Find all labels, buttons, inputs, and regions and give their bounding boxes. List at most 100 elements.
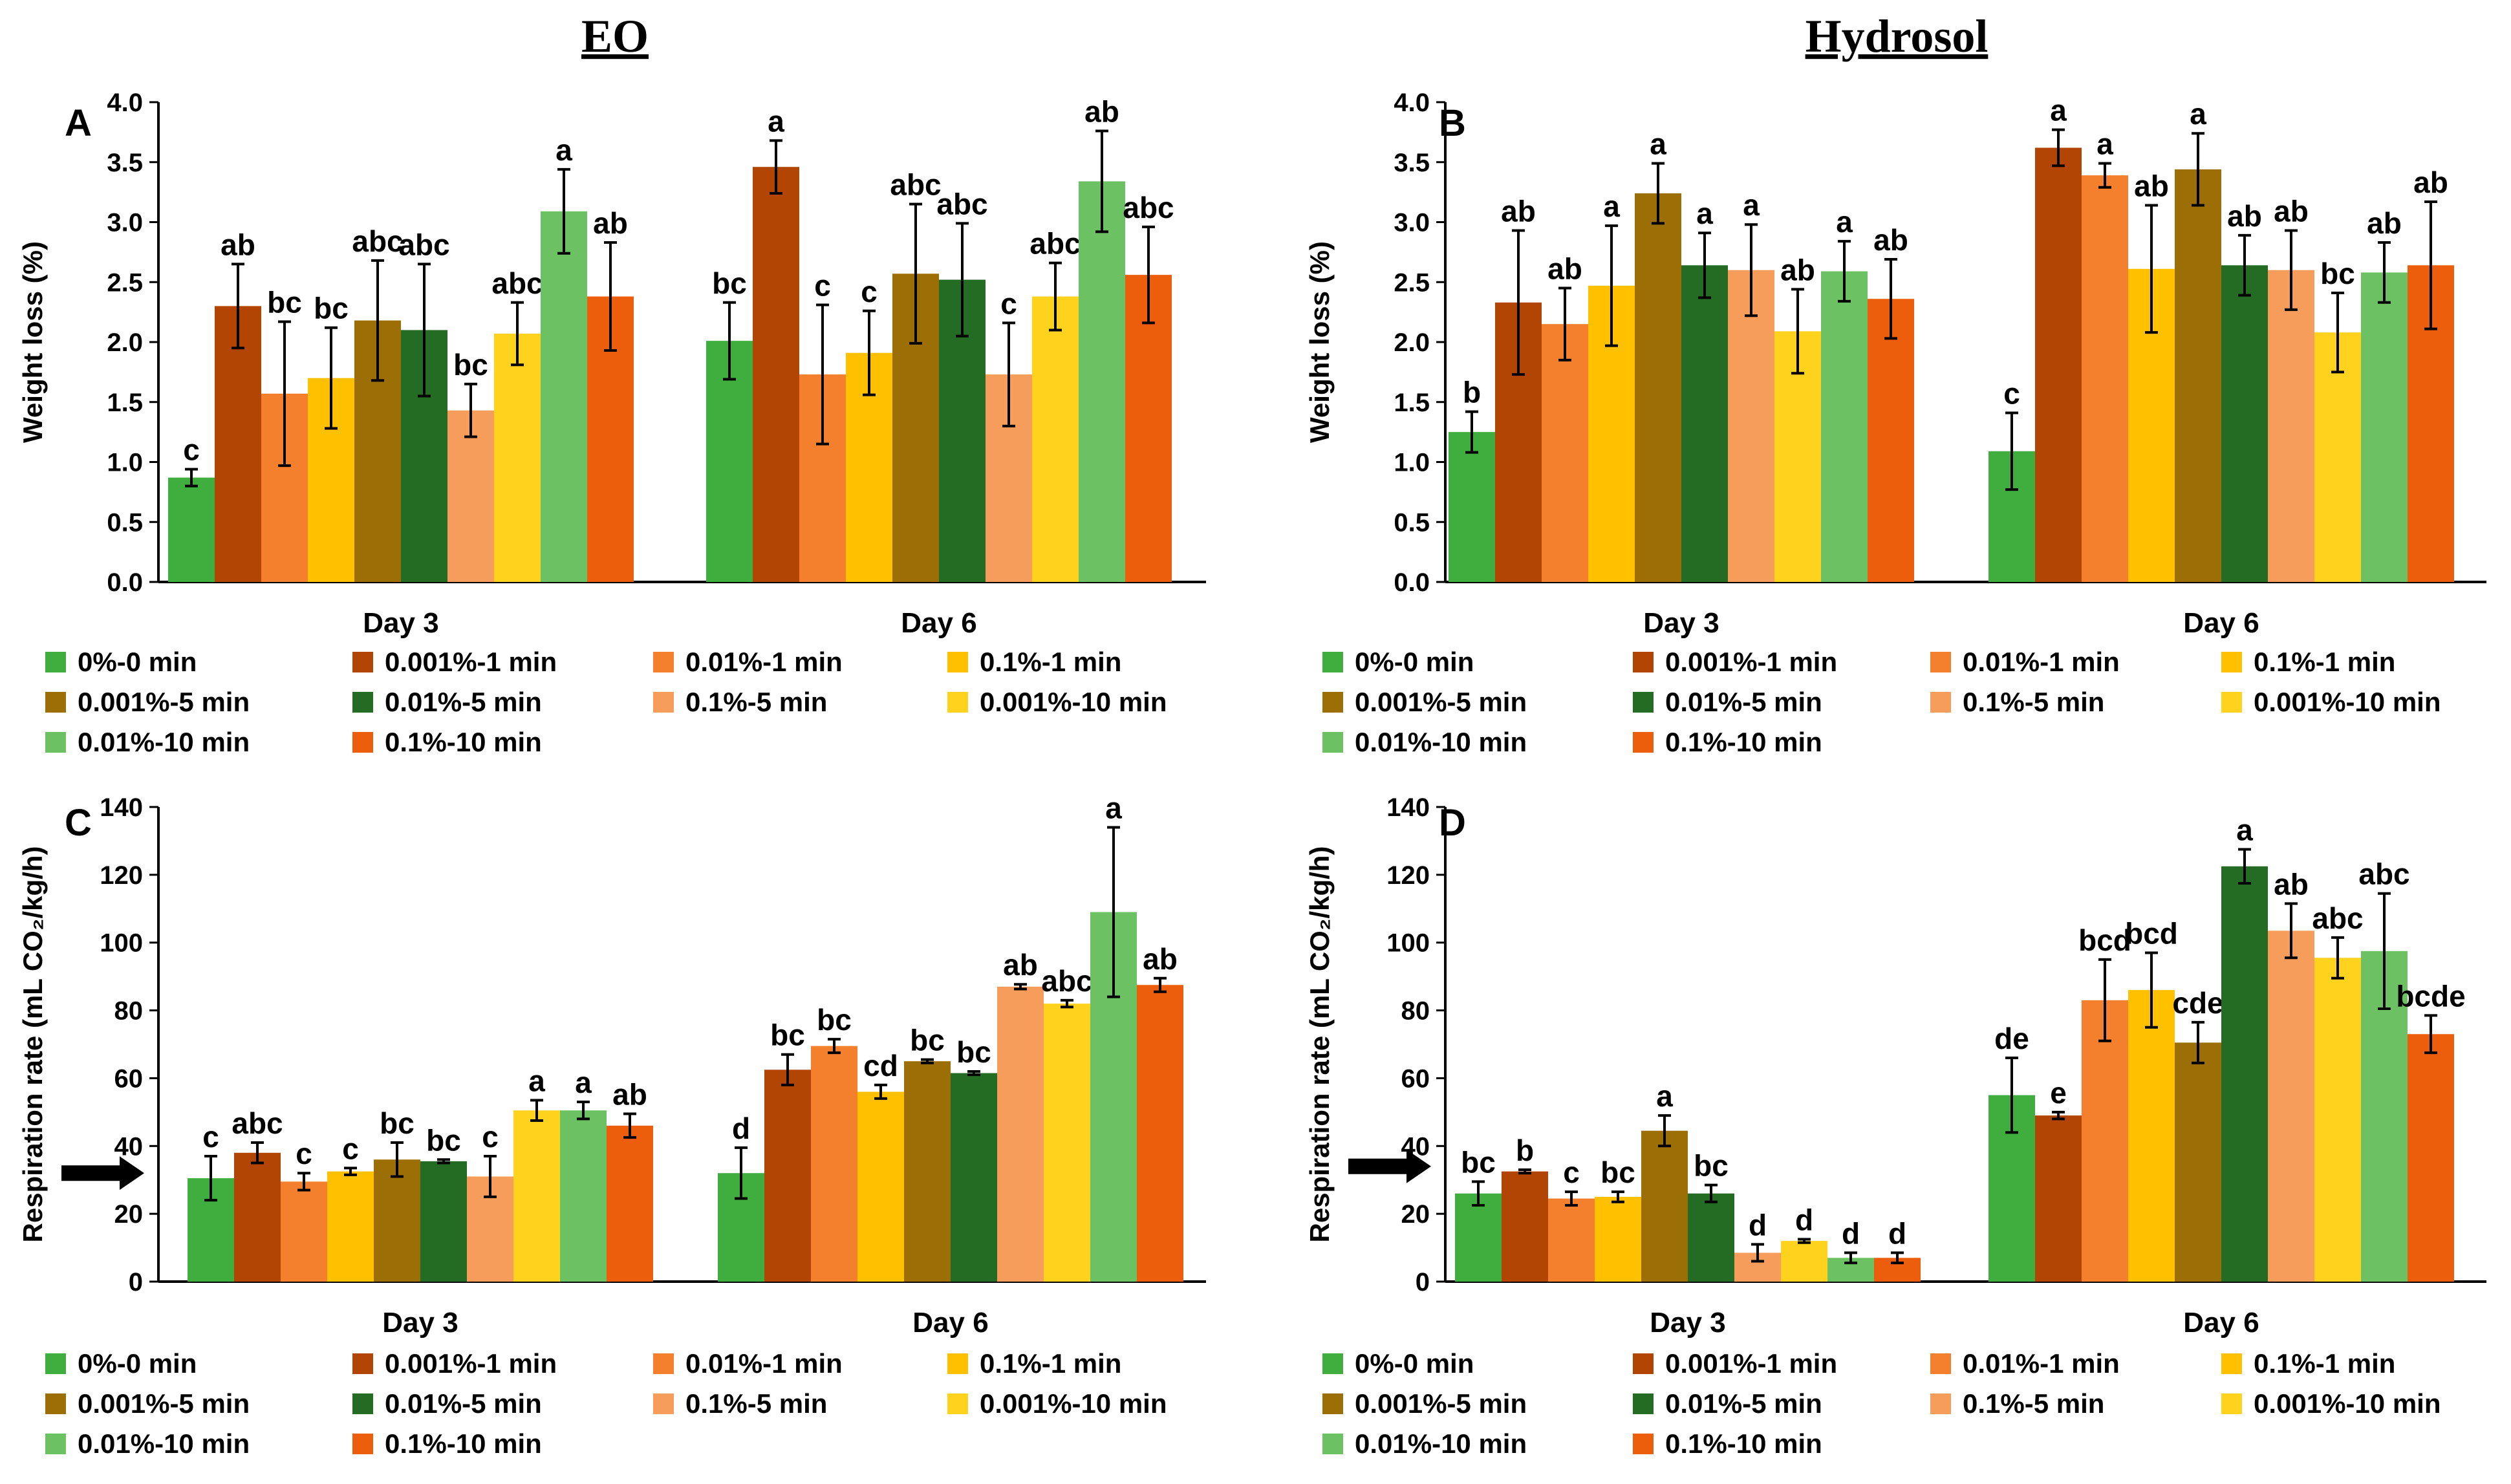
significance-letter: c [202, 1120, 219, 1154]
bar [281, 1181, 327, 1282]
legend-label: 0.001%-5 min [1355, 1388, 1527, 1419]
legend-swatch [352, 732, 373, 753]
legend-swatch [1633, 1393, 1654, 1414]
legend-label: 0.01%-10 min [1355, 1428, 1527, 1459]
y-tick-label: 2.0 [107, 328, 143, 357]
legend-swatch [1322, 652, 1343, 672]
significance-letter: d [1749, 1208, 1767, 1242]
significance-letter: abc [2312, 901, 2363, 935]
header-eo: EO [581, 10, 649, 62]
bar [1728, 270, 1774, 582]
legend-swatch [1633, 1353, 1654, 1374]
significance-letter: c [861, 275, 878, 308]
legend-swatch [1633, 692, 1654, 713]
significance-letter: c [2003, 376, 2020, 410]
y-tick-label: 100 [1386, 929, 1430, 958]
significance-letter: d [1842, 1216, 1860, 1250]
significance-letter: cde [2172, 986, 2223, 1020]
bar [607, 1125, 653, 1282]
bar [1542, 324, 1588, 582]
bar [753, 167, 799, 582]
legend-swatch [45, 732, 66, 753]
category-label: Day 3 [382, 1307, 458, 1339]
category-label: Day 3 [1643, 607, 1719, 639]
bar [2408, 1034, 2454, 1282]
y-tick-label: 140 [1386, 793, 1430, 822]
bar [447, 410, 494, 582]
bar [951, 1073, 997, 1282]
bar [1641, 1130, 1688, 1282]
bar [706, 341, 753, 582]
legend-label: 0%-0 min [78, 647, 197, 677]
significance-letter: bc [770, 1018, 805, 1052]
y-tick-label: 20 [114, 1200, 144, 1229]
bar [2082, 1000, 2128, 1282]
significance-letter: cd [863, 1049, 898, 1082]
significance-letter: de [1994, 1022, 2029, 1055]
significance-letter: ab [593, 206, 628, 240]
bar [1688, 1193, 1734, 1282]
legend-label: 0.001%-1 min [385, 1348, 557, 1379]
significance-letter: a [555, 133, 572, 167]
bar [2221, 866, 2268, 1282]
significance-letter: bc [910, 1024, 945, 1057]
bar [234, 1152, 281, 1282]
legend-swatch [1322, 732, 1343, 753]
y-tick-label: 120 [100, 861, 143, 890]
legend-swatch [45, 652, 66, 672]
legend-swatch [947, 692, 968, 713]
y-tick-label: 0.5 [1394, 508, 1430, 537]
significance-letter: a [1656, 1079, 1673, 1113]
panels: A 0.0 0.5 1.0 1.5 2.0 2.5 3.0 3.5 4.0 Weight loss … [17, 89, 2486, 1459]
bar [327, 1171, 374, 1282]
significance-letter: abc [232, 1106, 283, 1140]
bar [1449, 432, 1495, 582]
bar [2175, 1042, 2221, 1282]
significance-letter: abc [890, 168, 941, 202]
panel-c: C 0 20 40 60 80 100 120 140 Respiration rate (mL … [17, 791, 1206, 1459]
bar [1821, 271, 1868, 582]
legend-swatch [653, 1353, 674, 1374]
y-tick-label: 2.0 [1394, 328, 1430, 357]
legend-label: 0%-0 min [78, 1348, 197, 1379]
legend-label: 0.01%-5 min [385, 1388, 542, 1419]
significance-letter: a [2236, 813, 2253, 847]
legend-swatch [45, 692, 66, 713]
significance-letter: abc [1041, 964, 1092, 998]
significance-letter: a [1743, 188, 1760, 222]
bar [513, 1110, 560, 1282]
legend-label: 0.001%-5 min [1355, 687, 1527, 717]
significance-letter: ab [1084, 95, 1119, 129]
significance-letter: ab [1143, 942, 1178, 976]
legend-swatch [1930, 1393, 1951, 1414]
y-tick-label: 1.0 [1394, 449, 1430, 477]
legend-label: 0.01%-10 min [78, 727, 250, 757]
y-axis-label: Respiration rate (mL CO₂/kg/h) [1304, 846, 1335, 1243]
y-tick-label: 1.0 [107, 449, 143, 477]
y-tick-label: 3.0 [1394, 209, 1430, 237]
significance-letter: ab [1547, 252, 1582, 286]
legend-swatch [2221, 692, 2242, 713]
legend-label: 0.01%-1 min [685, 1348, 843, 1379]
legend-swatch [352, 1353, 373, 1374]
bar [215, 306, 261, 582]
legend-swatch [1322, 692, 1343, 713]
legend-swatch [1322, 1393, 1343, 1414]
significance-letter: c [1000, 286, 1017, 320]
bar [1502, 1171, 1548, 1282]
y-tick-label: 2.5 [1394, 268, 1430, 297]
significance-letter: c [814, 268, 831, 302]
bar [811, 1046, 857, 1282]
legend-swatch [1322, 1434, 1343, 1454]
y-tick-label: 1.5 [1394, 389, 1430, 417]
legend-label: 0.1%-10 min [385, 1428, 542, 1459]
significance-letter: a [1105, 791, 1122, 824]
legend-label: 0.001%-1 min [385, 647, 557, 677]
significance-letter: ab [2134, 169, 2169, 203]
y-tick-label: 3.0 [107, 209, 143, 237]
bar [2035, 1115, 2082, 1282]
significance-letter: ab [2413, 166, 2448, 199]
significance-letter: ab [1780, 253, 1815, 286]
y-tick-label: 3.5 [107, 149, 143, 177]
bar [420, 1161, 467, 1282]
